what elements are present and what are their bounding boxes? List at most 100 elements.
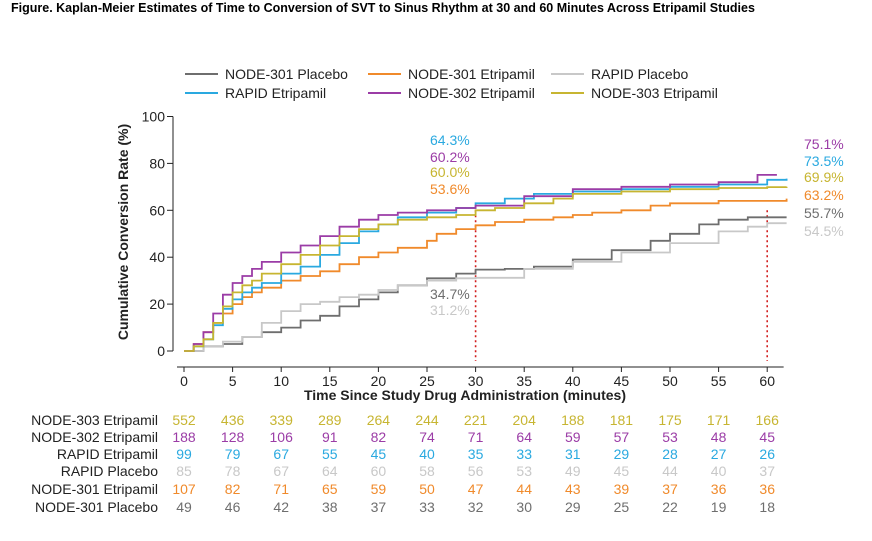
risk-value: 166 xyxy=(756,412,780,428)
risk-value: 65 xyxy=(322,481,338,497)
x-tick-label: 0 xyxy=(180,373,188,389)
risk-value: 22 xyxy=(662,499,678,515)
label-30min: 53.6% xyxy=(430,181,470,197)
y-tick-label: 60 xyxy=(149,202,165,218)
series-line xyxy=(184,186,788,352)
x-tick-label: 10 xyxy=(273,373,289,389)
risk-value: 64 xyxy=(516,429,532,445)
y-axis-label: Cumulative Conversion Rate (%) xyxy=(115,124,131,340)
label-60min: 69.9% xyxy=(804,169,844,185)
y-tick-label: 100 xyxy=(142,109,166,125)
risk-table: NODE-303 Etripamil 552 436 339 289 264 244 221 2… xyxy=(31,412,779,515)
risk-value: 106 xyxy=(270,429,294,445)
risk-row-label: RAPID Etripamil xyxy=(57,446,158,462)
risk-value: 37 xyxy=(759,463,775,479)
risk-value: 29 xyxy=(614,446,630,462)
risk-value: 46 xyxy=(225,499,241,515)
risk-value: 57 xyxy=(614,429,630,445)
risk-value: 19 xyxy=(711,499,727,515)
risk-value: 43 xyxy=(565,481,581,497)
risk-value: 30 xyxy=(516,499,532,515)
risk-value: 37 xyxy=(662,481,678,497)
risk-value: 26 xyxy=(759,446,775,462)
label-30min: 34.7% xyxy=(430,286,470,302)
series-line xyxy=(184,178,788,352)
risk-value: 37 xyxy=(371,499,387,515)
risk-value: 181 xyxy=(610,412,634,428)
legend-label: NODE-303 Etripamil xyxy=(591,85,718,101)
risk-value: 38 xyxy=(322,499,338,515)
risk-row-label: NODE-301 Etripamil xyxy=(31,481,158,497)
series-line xyxy=(184,216,787,352)
label-30min: 60.0% xyxy=(430,164,470,180)
risk-value: 56 xyxy=(468,463,484,479)
risk-value: 60 xyxy=(371,463,387,479)
risk-value: 59 xyxy=(371,481,387,497)
risk-value: 55 xyxy=(322,446,338,462)
legend-label: NODE-302 Etripamil xyxy=(408,85,535,101)
risk-value: 82 xyxy=(371,429,387,445)
risk-row-label: NODE-303 Etripamil xyxy=(31,412,158,428)
risk-value: 99 xyxy=(176,446,192,462)
risk-value: 53 xyxy=(516,463,532,479)
label-60min: 73.5% xyxy=(804,153,844,169)
risk-value: 45 xyxy=(371,446,387,462)
risk-value: 32 xyxy=(468,499,484,515)
risk-value: 204 xyxy=(513,412,537,428)
risk-row-label: NODE-302 Etripamil xyxy=(31,429,158,445)
plot-lines xyxy=(184,174,788,352)
risk-value: 39 xyxy=(614,481,630,497)
risk-value: 33 xyxy=(516,446,532,462)
risk-value: 188 xyxy=(561,412,585,428)
risk-value: 44 xyxy=(516,481,532,497)
risk-value: 36 xyxy=(759,481,775,497)
label-30min: 31.2% xyxy=(430,302,470,318)
risk-value: 40 xyxy=(711,463,727,479)
risk-value: 36 xyxy=(711,481,727,497)
x-tick-label: 50 xyxy=(662,373,678,389)
risk-value: 33 xyxy=(419,499,435,515)
series-line xyxy=(184,174,777,352)
risk-value: 78 xyxy=(225,463,241,479)
risk-value: 58 xyxy=(419,463,435,479)
risk-value: 64 xyxy=(322,463,338,479)
risk-value: 107 xyxy=(172,481,196,497)
risk-value: 244 xyxy=(415,412,439,428)
x-tick-label: 40 xyxy=(565,373,581,389)
risk-value: 339 xyxy=(270,412,294,428)
plot-labels: 64.3%60.2%60.0%53.6% 34.7%31.2% 75.1%73.5%… xyxy=(430,132,844,318)
risk-value: 71 xyxy=(273,481,289,497)
risk-value: 67 xyxy=(273,463,289,479)
risk-value: 59 xyxy=(565,429,581,445)
risk-value: 128 xyxy=(221,429,245,445)
x-tick-label: 25 xyxy=(419,373,435,389)
risk-value: 91 xyxy=(322,429,338,445)
risk-value: 29 xyxy=(565,499,581,515)
risk-value: 42 xyxy=(273,499,289,515)
legend: NODE-301 Placebo NODE-301 Etripamil RAPID … xyxy=(185,66,718,101)
risk-row-label: NODE-301 Placebo xyxy=(35,499,158,515)
risk-row-label: RAPID Placebo xyxy=(61,463,158,479)
risk-value: 47 xyxy=(468,481,484,497)
x-tick-label: 35 xyxy=(516,373,532,389)
risk-value: 50 xyxy=(419,481,435,497)
risk-value: 289 xyxy=(318,412,342,428)
figure-title: Figure. Kaplan-Meier Estimates of Time t… xyxy=(11,1,755,15)
risk-value: 171 xyxy=(707,412,731,428)
label-60min: 75.1% xyxy=(804,136,844,152)
risk-value: 67 xyxy=(273,446,289,462)
risk-value: 25 xyxy=(614,499,630,515)
risk-value: 35 xyxy=(468,446,484,462)
legend-label: NODE-301 Etripamil xyxy=(408,66,535,82)
risk-value: 71 xyxy=(468,429,484,445)
risk-value: 188 xyxy=(172,429,196,445)
risk-value: 175 xyxy=(658,412,682,428)
y-tick-label: 0 xyxy=(157,343,165,359)
x-tick-label: 5 xyxy=(229,373,237,389)
risk-value: 45 xyxy=(759,429,775,445)
x-axis-label: Time Since Study Drug Administration (mi… xyxy=(304,387,626,403)
x-tick-label: 30 xyxy=(468,373,484,389)
risk-value: 74 xyxy=(419,429,435,445)
risk-value: 221 xyxy=(464,412,488,428)
